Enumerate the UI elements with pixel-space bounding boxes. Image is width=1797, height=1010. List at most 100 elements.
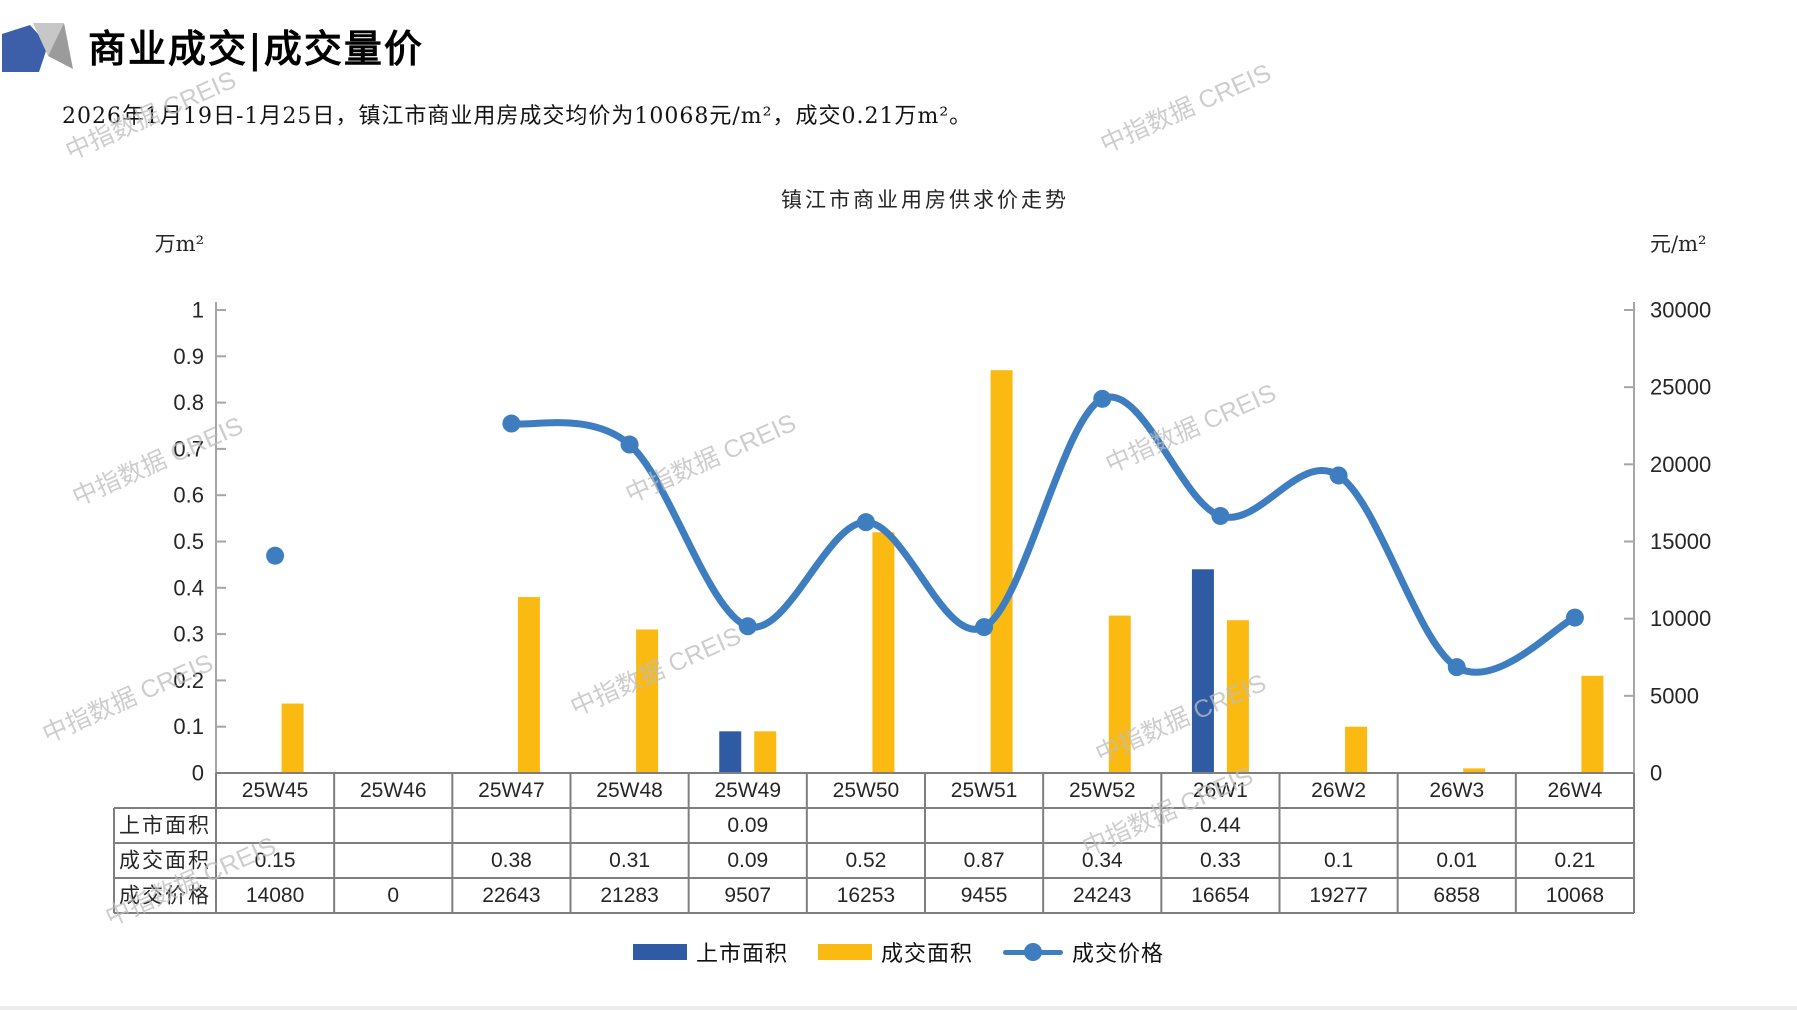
table-cell: 19277	[1309, 884, 1367, 907]
table-cell: 0.34	[1082, 849, 1123, 872]
bar-成交面积-25W48	[636, 629, 659, 773]
line-point-25W47	[502, 414, 521, 433]
legend-item-sold-area: 成交面积	[817, 936, 973, 968]
right-axis-label: 20000	[1650, 452, 1711, 477]
table-cell: 16253	[837, 884, 895, 907]
legend-label: 成交价格	[1072, 942, 1165, 967]
table-cell: 0.38	[491, 849, 532, 872]
line-point-25W48	[620, 435, 639, 454]
page-title: 商业成交|成交量价	[88, 26, 424, 71]
right-axis-unit: 元/m²	[1650, 232, 1707, 256]
summary-text: 2026年1月19日-1月25日，镇江市商业用房成交均价为10068元/m²，成…	[62, 104, 973, 129]
bar-成交面积-26W4	[1581, 675, 1604, 773]
line-point-25W51	[975, 618, 994, 637]
line-point-26W3	[1447, 658, 1466, 677]
table-row-label: 成交价格	[119, 884, 211, 908]
left-axis-label: 0.6	[173, 483, 204, 508]
table-cell: 0.52	[845, 849, 886, 872]
left-axis-label: 0.9	[173, 344, 204, 369]
bar-成交面积-25W45	[281, 703, 304, 773]
week-label: 25W52	[1069, 779, 1136, 802]
bar-成交面积-26W1	[1226, 620, 1249, 773]
table-row-label: 成交面积	[119, 849, 211, 873]
week-label: 25W48	[596, 779, 663, 802]
week-label: 26W1	[1193, 779, 1248, 802]
table-cell: 9455	[961, 884, 1008, 907]
left-axis-label: 0.4	[173, 575, 204, 600]
week-label: 25W46	[360, 779, 427, 802]
line-point-25W52	[1093, 389, 1112, 408]
left-axis-label: 0.7	[173, 436, 204, 461]
week-label: 25W50	[833, 779, 900, 802]
bar-成交面积-25W52	[1108, 615, 1131, 773]
bar-成交面积-26W3	[1463, 768, 1486, 773]
legend-swatch-listed-area	[632, 944, 687, 960]
right-axis-label: 10000	[1650, 606, 1711, 631]
line-point-25W50	[856, 513, 875, 532]
week-label: 25W45	[242, 779, 309, 802]
left-axis-label: 0.1	[173, 714, 204, 739]
table-cell: 24243	[1073, 884, 1131, 907]
right-axis-label: 30000	[1650, 298, 1711, 323]
chart-title: 镇江市商业用房供求价走势	[781, 188, 1069, 212]
right-axis-label: 15000	[1650, 529, 1711, 554]
left-axis-label: 0.2	[173, 668, 204, 693]
bar-成交面积-25W47	[517, 597, 540, 773]
left-axis-label: 0	[192, 761, 204, 786]
creis-logo-icon	[2, 23, 73, 72]
table-cell: 0.09	[727, 814, 768, 837]
table-cell: 16654	[1191, 884, 1250, 907]
week-label: 25W51	[951, 779, 1018, 802]
week-label: 26W3	[1429, 779, 1484, 802]
table-cell: 0	[387, 884, 399, 907]
legend-item-price: 成交价格	[1003, 936, 1164, 968]
right-axis-label: 0	[1650, 761, 1662, 786]
table-cell: 10068	[1546, 884, 1604, 907]
table-cell: 0.01	[1436, 849, 1477, 872]
table-cell: 14080	[246, 884, 304, 907]
line-point-26W2	[1329, 466, 1348, 485]
table-cell: 6858	[1433, 884, 1480, 907]
bar-上市面积-25W49	[719, 731, 742, 773]
legend-item-listed-area: 上市面积	[632, 936, 788, 968]
table-cell: 0.44	[1200, 814, 1241, 837]
price-line	[507, 393, 1579, 676]
table-cell: 22643	[482, 884, 540, 907]
table-cell: 0.31	[609, 849, 650, 872]
left-axis-label: 0.5	[173, 529, 204, 554]
chart-legend: 上市面积 成交面积 成交价格	[0, 936, 1797, 968]
table-cell: 0.15	[255, 849, 296, 872]
left-axis-label: 0.8	[173, 390, 204, 415]
line-point-26W1	[1211, 506, 1230, 525]
bar-成交面积-25W50	[872, 532, 895, 773]
week-label: 26W4	[1547, 779, 1602, 802]
right-axis-label: 25000	[1650, 375, 1711, 400]
table-cell: 0.33	[1200, 849, 1241, 872]
left-axis-label: 0.3	[173, 622, 204, 647]
line-point-25W49	[738, 617, 757, 636]
left-axis-label: 1	[192, 298, 204, 323]
table-cell: 0.21	[1554, 849, 1595, 872]
line-point-25W45	[266, 546, 285, 565]
bar-成交面积-25W51	[990, 370, 1013, 773]
line-point-26W4	[1565, 608, 1584, 627]
table-cell: 21283	[600, 884, 658, 907]
left-axis-unit: 万m²	[154, 232, 204, 256]
bar-上市面积-26W1	[1191, 569, 1214, 773]
week-label: 26W2	[1311, 779, 1366, 802]
legend-swatch-sold-area	[817, 944, 872, 960]
table-cell: 0.87	[964, 849, 1005, 872]
slide-bottom-edge	[0, 1006, 1797, 1010]
week-label: 25W49	[714, 779, 781, 802]
bar-成交面积-26W2	[1345, 726, 1368, 773]
table-row-label: 上市面积	[119, 814, 211, 838]
table-cell: 0.1	[1324, 849, 1353, 872]
table-cell: 9507	[724, 884, 771, 907]
bar-成交面积-25W49	[754, 731, 777, 773]
right-axis-label: 5000	[1650, 683, 1699, 708]
week-label: 25W47	[478, 779, 545, 802]
table-cell: 0.09	[727, 849, 768, 872]
legend-label: 上市面积	[695, 942, 788, 967]
